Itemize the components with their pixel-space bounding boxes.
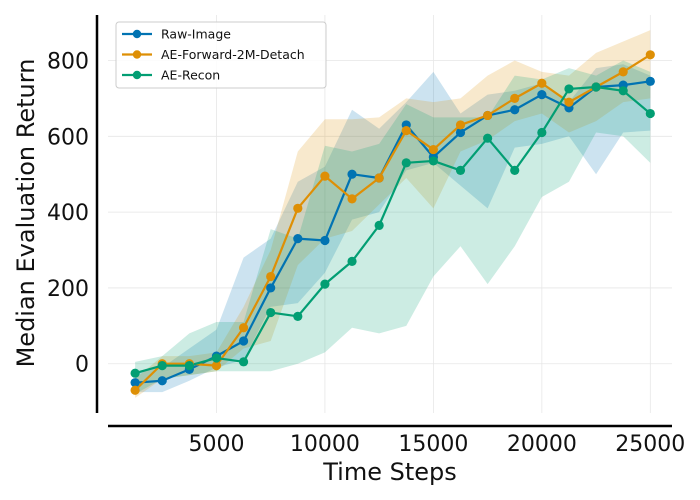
y-tick-label: 600 xyxy=(47,125,89,150)
ae-recon-point xyxy=(238,357,249,367)
raw-image-point xyxy=(645,76,655,86)
ae-forward-2m-detach-point xyxy=(537,78,547,88)
ae-forward-2m-detach-point xyxy=(266,271,276,282)
ae-recon-point xyxy=(483,133,493,143)
ae-forward-2m-detach-point xyxy=(618,67,628,77)
ae-recon-point xyxy=(320,279,330,289)
ae-recon-point xyxy=(401,158,411,168)
raw-image-point xyxy=(266,283,276,293)
ae-recon-point xyxy=(374,220,384,230)
ae-forward-2m-detach-point xyxy=(428,144,438,155)
ae-forward-2m-detach-point xyxy=(455,120,466,130)
x-tick-label: 5000 xyxy=(188,432,244,457)
ae-forward-2m-detach-legend-marker xyxy=(132,50,142,59)
ae-forward-2m-detach-band xyxy=(135,30,651,398)
ae-recon-point xyxy=(591,82,601,92)
y-tick-label: 800 xyxy=(47,49,89,74)
y-tick-label: 0 xyxy=(75,353,89,378)
y-tick-label: 400 xyxy=(47,201,89,226)
ae-recon-band xyxy=(135,60,651,395)
raw-image-point xyxy=(130,378,140,388)
raw-image-legend-marker xyxy=(132,29,142,39)
ae-forward-2m-detach-point xyxy=(510,93,520,103)
raw-image-point xyxy=(510,105,520,115)
ae-forward-2m-detach-point xyxy=(347,194,357,204)
ae-forward-2m-detach-point xyxy=(293,203,303,213)
ae-recon-point xyxy=(618,86,628,96)
ae-recon-point xyxy=(347,256,357,266)
ae-forward-2m-detach-point xyxy=(211,361,222,371)
ae-recon-legend-label: AE-Recon xyxy=(161,68,220,83)
x-tick-label: 25000 xyxy=(615,432,685,457)
raw-image-point xyxy=(238,336,249,346)
ae-forward-2m-detach-point xyxy=(320,171,330,181)
ae-recon-point xyxy=(645,108,655,119)
ae-recon-point xyxy=(211,353,222,363)
ae-forward-2m-detach-point xyxy=(401,126,411,136)
series-markers xyxy=(130,50,655,395)
x-tick-label: 10000 xyxy=(290,432,360,457)
ae-forward-2m-detach-point xyxy=(374,173,384,183)
ae-recon-point xyxy=(537,127,547,138)
y-tick-label: 200 xyxy=(47,277,89,302)
ae-recon-point xyxy=(293,311,303,321)
raw-image-band xyxy=(135,64,651,393)
confidence-bands xyxy=(135,30,651,398)
y-tick-labels: 0 200 400 600 800 xyxy=(47,49,89,377)
raw-image-legend-label: Raw-Image xyxy=(161,27,231,42)
ae-recon-point xyxy=(130,368,140,378)
ae-recon-point xyxy=(266,307,276,318)
raw-image-line xyxy=(135,80,651,384)
x-tick-label: 20000 xyxy=(507,432,577,457)
raw-image-point xyxy=(347,169,357,179)
raw-image-point xyxy=(455,127,466,138)
ae-forward-2m-detach-point xyxy=(130,385,140,395)
y-axis-label: Median Evaluation Return xyxy=(12,59,40,368)
raw-image-point xyxy=(293,234,303,244)
x-tick-label: 15000 xyxy=(398,432,468,457)
ae-forward-2m-detach-point xyxy=(564,97,574,107)
ae-recon-legend-marker xyxy=(132,70,142,80)
legend: Raw-Image AE-Forward-2M-Detach AE-Recon xyxy=(115,21,327,89)
ae-recon-point xyxy=(184,361,194,371)
ae-recon-point xyxy=(157,361,167,371)
ae-forward-2m-detach-point xyxy=(238,323,249,333)
ae-recon-point xyxy=(510,165,520,176)
raw-image-point xyxy=(537,90,547,100)
ae-recon-point xyxy=(455,165,466,176)
x-axis-label: Time Steps xyxy=(322,458,457,486)
raw-image-point xyxy=(157,376,167,386)
raw-image-point xyxy=(320,235,330,246)
ae-forward-2m-detach-legend-label: AE-Forward-2M-Detach xyxy=(161,47,305,62)
ae-recon-point xyxy=(564,84,574,94)
legend-frame xyxy=(115,21,327,89)
ae-forward-2m-detach-point xyxy=(483,110,493,121)
ae-recon-point xyxy=(428,156,438,166)
x-tick-labels: 5000 10000 15000 20000 25000 xyxy=(188,432,685,457)
ae-forward-2m-detach-point xyxy=(645,50,655,60)
